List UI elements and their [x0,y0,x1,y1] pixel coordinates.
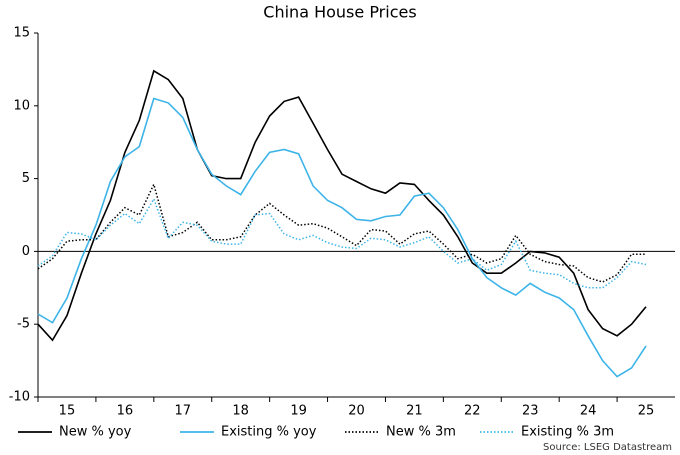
y-tick-label: 10 [13,98,30,113]
chart-title: China House Prices [263,3,416,22]
x-tick-label: 18 [232,404,249,419]
x-tick-label: 19 [290,404,307,419]
x-tick-label: 23 [522,404,539,419]
legend-label: New % yoy [59,425,132,440]
series-line [37,197,647,289]
x-tick-label: 16 [117,404,134,419]
series-line [37,97,647,378]
y-tick-label: 5 [22,171,30,186]
x-tick-label: 24 [580,404,597,419]
legend-label: New % 3m [386,425,456,440]
legend-label: Existing % yoy [221,425,317,440]
series-line [37,69,647,342]
source-note: Source: LSEG Datastream [543,442,672,453]
y-tick-label: -5 [17,317,30,332]
x-tick-label: 20 [348,404,365,419]
y-tick-label: 0 [22,244,30,259]
series-line [37,182,646,283]
x-tick-label: 15 [59,404,76,419]
y-tick-label: 15 [13,26,30,41]
x-tick-label: 22 [464,404,481,419]
x-tick-label: 17 [174,404,191,419]
x-tick-label: 25 [638,404,655,419]
x-tick-label: 21 [406,404,423,419]
legend-label: Existing % 3m [521,425,614,440]
y-tick-label: -10 [9,390,30,405]
